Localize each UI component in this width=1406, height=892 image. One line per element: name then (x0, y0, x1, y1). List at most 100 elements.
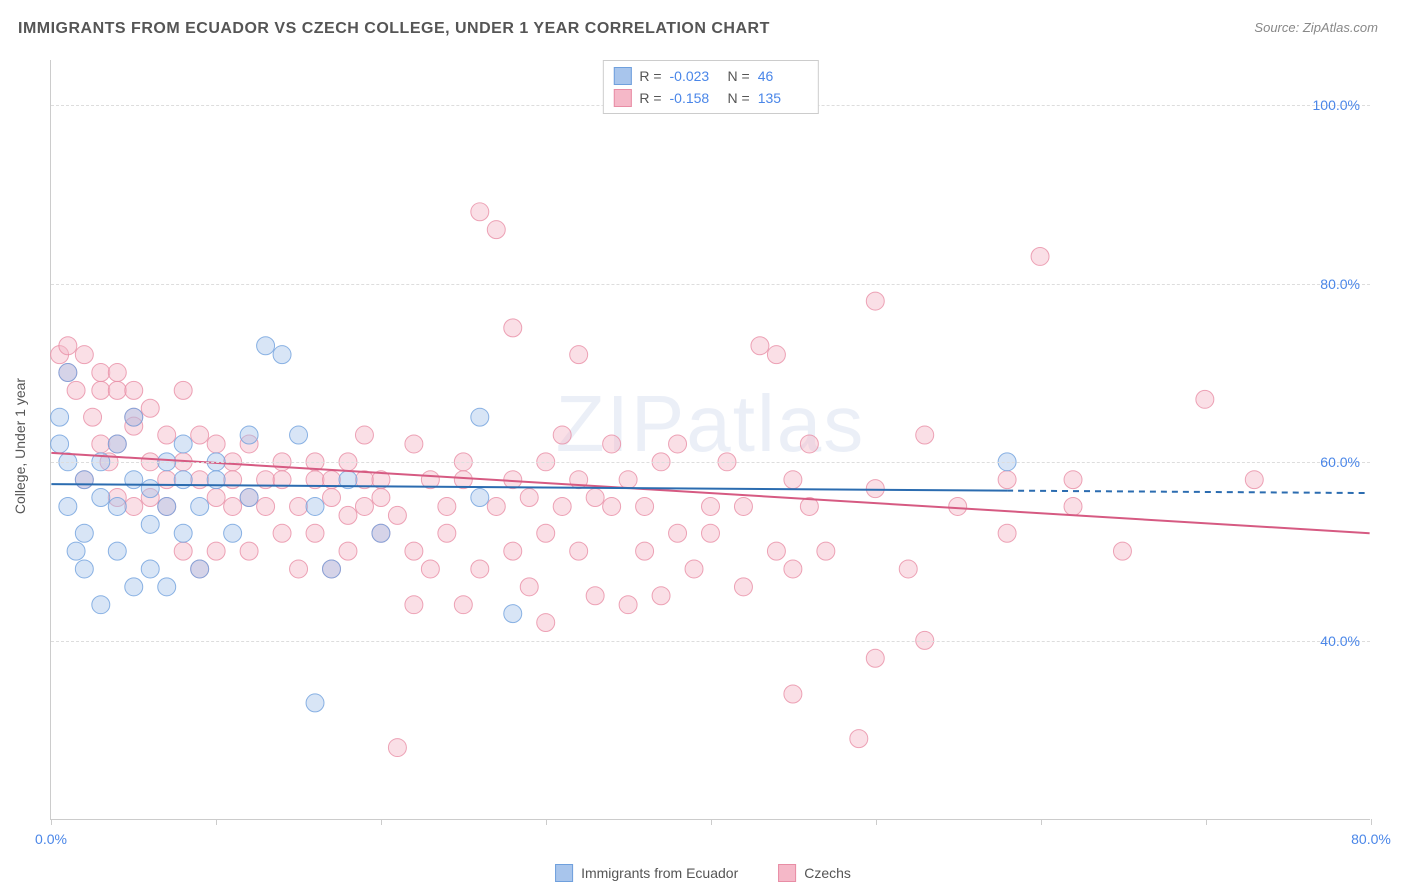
data-point (141, 515, 159, 533)
data-point (751, 337, 769, 355)
data-point (84, 408, 102, 426)
data-point (306, 694, 324, 712)
chart-svg (51, 60, 1370, 819)
data-point (784, 560, 802, 578)
data-point (174, 524, 192, 542)
data-point (866, 649, 884, 667)
data-point (1064, 471, 1082, 489)
y-tick-label: 100.0% (1313, 97, 1360, 113)
data-point (767, 346, 785, 364)
data-point (174, 542, 192, 560)
data-point (652, 587, 670, 605)
data-point (141, 560, 159, 578)
data-point (306, 497, 324, 515)
data-point (323, 489, 341, 507)
data-point (471, 408, 489, 426)
data-point (75, 560, 93, 578)
data-point (388, 739, 406, 757)
trendline-a-dashed (1007, 491, 1370, 493)
swatch-b-icon (778, 864, 796, 882)
data-point (108, 364, 126, 382)
stats-row-b: R = -0.158 N = 135 (613, 87, 807, 109)
data-point (487, 497, 505, 515)
data-point (372, 524, 390, 542)
data-point (520, 489, 538, 507)
data-point (207, 435, 225, 453)
data-point (603, 435, 621, 453)
data-point (240, 426, 258, 444)
data-point (92, 381, 110, 399)
n-value-a: 46 (758, 68, 808, 84)
series-legend: Immigrants from Ecuador Czechs (555, 864, 851, 882)
data-point (125, 381, 143, 399)
data-point (75, 471, 93, 489)
data-point (174, 435, 192, 453)
x-tick-label: 0.0% (35, 831, 67, 847)
y-axis-label: College, Under 1 year (12, 378, 28, 514)
data-point (224, 524, 242, 542)
data-point (471, 560, 489, 578)
data-point (141, 399, 159, 417)
data-point (1245, 471, 1263, 489)
data-point (553, 426, 571, 444)
data-point (866, 480, 884, 498)
data-point (51, 408, 69, 426)
data-point (784, 471, 802, 489)
data-point (817, 542, 835, 560)
data-point (586, 489, 604, 507)
data-point (273, 524, 291, 542)
data-point (487, 221, 505, 239)
r-label: R = (639, 90, 661, 106)
data-point (290, 426, 308, 444)
data-point (323, 560, 341, 578)
data-point (108, 542, 126, 560)
data-point (59, 364, 77, 382)
data-point (850, 730, 868, 748)
swatch-b (613, 89, 631, 107)
data-point (224, 497, 242, 515)
data-point (471, 203, 489, 221)
legend-label-a: Immigrants from Ecuador (581, 865, 738, 881)
data-point (916, 426, 934, 444)
data-point (669, 524, 687, 542)
data-point (67, 381, 85, 399)
data-point (290, 497, 308, 515)
data-point (405, 542, 423, 560)
x-tick-mark (1041, 819, 1042, 825)
data-point (240, 542, 258, 560)
data-point (619, 596, 637, 614)
legend-item-a: Immigrants from Ecuador (555, 864, 738, 882)
x-tick-mark (381, 819, 382, 825)
data-point (306, 524, 324, 542)
r-label: R = (639, 68, 661, 84)
x-tick-mark (711, 819, 712, 825)
n-label: N = (728, 68, 750, 84)
data-point (92, 364, 110, 382)
data-point (125, 578, 143, 596)
data-point (504, 605, 522, 623)
data-point (537, 524, 555, 542)
data-point (257, 337, 275, 355)
data-point (553, 497, 571, 515)
data-point (784, 685, 802, 703)
data-point (92, 489, 110, 507)
plot-area: ZIPatlas R = -0.023 N = 46 R = -0.158 N … (50, 60, 1370, 820)
r-value-a: -0.023 (670, 68, 720, 84)
data-point (191, 497, 209, 515)
data-point (570, 542, 588, 560)
data-point (702, 524, 720, 542)
data-point (92, 435, 110, 453)
data-point (158, 578, 176, 596)
x-tick-label: 80.0% (1351, 831, 1391, 847)
data-point (998, 471, 1016, 489)
stats-row-a: R = -0.023 N = 46 (613, 65, 807, 87)
data-point (998, 524, 1016, 542)
data-point (158, 497, 176, 515)
data-point (191, 426, 209, 444)
data-point (191, 560, 209, 578)
data-point (537, 614, 555, 632)
legend-label-b: Czechs (804, 865, 851, 881)
chart-title: IMMIGRANTS FROM ECUADOR VS CZECH COLLEGE… (18, 20, 770, 38)
data-point (1113, 542, 1131, 560)
source-name: ZipAtlas.com (1303, 20, 1378, 35)
